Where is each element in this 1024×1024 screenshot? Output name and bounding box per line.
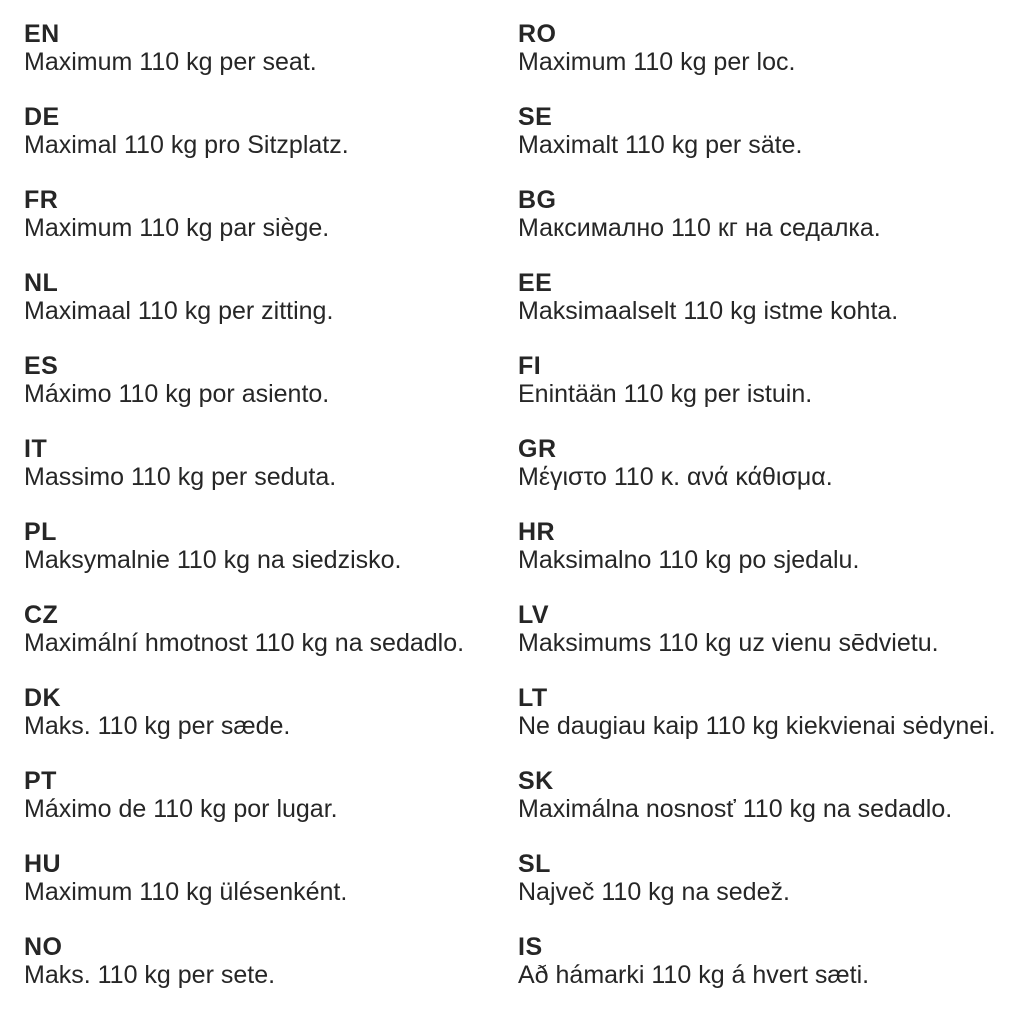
entry-ee: EE Maksimaalselt 110 kg istme kohta. (518, 269, 1024, 325)
translation-text-hu: Maximum 110 kg ülésenként. (24, 878, 348, 906)
translation-text-nl: Maximaal 110 kg per zitting. (24, 297, 334, 325)
translation-text-is: Að hámarki 110 kg á hvert sæti. (518, 961, 870, 989)
language-code-dk: DK (24, 684, 62, 712)
translation-text-gr: Μέγιστο 110 κ. ανά κάθισμα. (518, 463, 833, 491)
entry-fi: FI Enintään 110 kg per istuin. (518, 352, 1024, 408)
language-code-it: IT (24, 435, 48, 463)
translation-text-bg: Максимално 110 кг на седалка. (518, 214, 881, 242)
translation-text-it: Massimo 110 kg per seduta. (24, 463, 337, 491)
language-code-en: EN (24, 20, 60, 48)
entry-is: IS Að hámarki 110 kg á hvert sæti. (518, 933, 1024, 989)
language-code-pl: PL (24, 518, 57, 546)
entry-bg: BG Максимално 110 кг на седалка. (518, 186, 1024, 242)
entry-nl: NL Maximaal 110 kg per zitting. (24, 269, 494, 325)
language-code-se: SE (518, 103, 553, 131)
entry-gr: GR Μέγιστο 110 κ. ανά κάθισμα. (518, 435, 1024, 491)
language-code-de: DE (24, 103, 60, 131)
language-code-sl: SL (518, 850, 551, 878)
entry-sk: SK Maximálna nosnosť 110 kg na sedadlo. (518, 767, 1024, 823)
entry-lt: LT Ne daugiau kaip 110 kg kiekvienai sėd… (518, 684, 1024, 740)
entry-pl: PL Maksymalnie 110 kg na siedzisko. (24, 518, 494, 574)
entry-se: SE Maximalt 110 kg per säte. (518, 103, 1024, 159)
translation-text-en: Maximum 110 kg per seat. (24, 48, 317, 76)
translation-text-sl: Največ 110 kg na sedež. (518, 878, 790, 906)
translation-text-es: Máximo 110 kg por asiento. (24, 380, 330, 408)
language-code-is: IS (518, 933, 543, 961)
language-code-pt: PT (24, 767, 57, 795)
entry-cz: CZ Maximální hmotnost 110 kg na sedadlo. (24, 601, 494, 657)
column-left: EN Maximum 110 kg per seat. DE Maximal 1… (24, 20, 494, 1016)
entry-lv: LV Maksimums 110 kg uz vienu sēdvietu. (518, 601, 1024, 657)
language-code-fi: FI (518, 352, 542, 380)
entry-es: ES Máximo 110 kg por asiento. (24, 352, 494, 408)
language-code-ee: EE (518, 269, 553, 297)
translation-text-lt: Ne daugiau kaip 110 kg kiekvienai sėdyne… (518, 712, 996, 740)
translation-text-dk: Maks. 110 kg per sæde. (24, 712, 291, 740)
translation-text-fr: Maximum 110 kg par siège. (24, 214, 330, 242)
translation-text-de: Maximal 110 kg pro Sitzplatz. (24, 131, 349, 159)
language-code-lv: LV (518, 601, 550, 629)
language-code-nl: NL (24, 269, 59, 297)
translation-text-pt: Máximo de 110 kg por lugar. (24, 795, 338, 823)
language-code-cz: CZ (24, 601, 59, 629)
translation-text-fi: Enintään 110 kg per istuin. (518, 380, 813, 408)
translation-text-no: Maks. 110 kg per sete. (24, 961, 276, 989)
entry-it: IT Massimo 110 kg per seduta. (24, 435, 494, 491)
entry-de: DE Maximal 110 kg pro Sitzplatz. (24, 103, 494, 159)
translation-text-se: Maximalt 110 kg per säte. (518, 131, 803, 159)
entry-fr: FR Maximum 110 kg par siège. (24, 186, 494, 242)
entry-en: EN Maximum 110 kg per seat. (24, 20, 494, 76)
translation-text-lv: Maksimums 110 kg uz vienu sēdvietu. (518, 629, 939, 657)
language-code-gr: GR (518, 435, 557, 463)
translation-text-ee: Maksimaalselt 110 kg istme kohta. (518, 297, 899, 325)
entry-dk: DK Maks. 110 kg per sæde. (24, 684, 494, 740)
language-code-hu: HU (24, 850, 62, 878)
translation-text-sk: Maximálna nosnosť 110 kg na sedadlo. (518, 795, 953, 823)
language-code-es: ES (24, 352, 59, 380)
language-code-ro: RO (518, 20, 557, 48)
entry-sl: SL Največ 110 kg na sedež. (518, 850, 1024, 906)
translation-text-ro: Maximum 110 kg per loc. (518, 48, 796, 76)
entry-ro: RO Maximum 110 kg per loc. (518, 20, 1024, 76)
translation-text-pl: Maksymalnie 110 kg na siedzisko. (24, 546, 402, 574)
translation-text-hr: Maksimalno 110 kg po sjedalu. (518, 546, 860, 574)
language-code-hr: HR (518, 518, 556, 546)
column-right: RO Maximum 110 kg per loc. SE Maximalt 1… (518, 20, 1024, 1016)
entry-hu: HU Maximum 110 kg ülésenként. (24, 850, 494, 906)
language-code-fr: FR (24, 186, 59, 214)
entry-pt: PT Máximo de 110 kg por lugar. (24, 767, 494, 823)
language-code-sk: SK (518, 767, 554, 795)
entry-hr: HR Maksimalno 110 kg po sjedalu. (518, 518, 1024, 574)
translation-text-cz: Maximální hmotnost 110 kg na sedadlo. (24, 629, 465, 657)
language-code-bg: BG (518, 186, 557, 214)
entry-no: NO Maks. 110 kg per sete. (24, 933, 494, 989)
language-code-no: NO (24, 933, 63, 961)
language-code-lt: LT (518, 684, 548, 712)
